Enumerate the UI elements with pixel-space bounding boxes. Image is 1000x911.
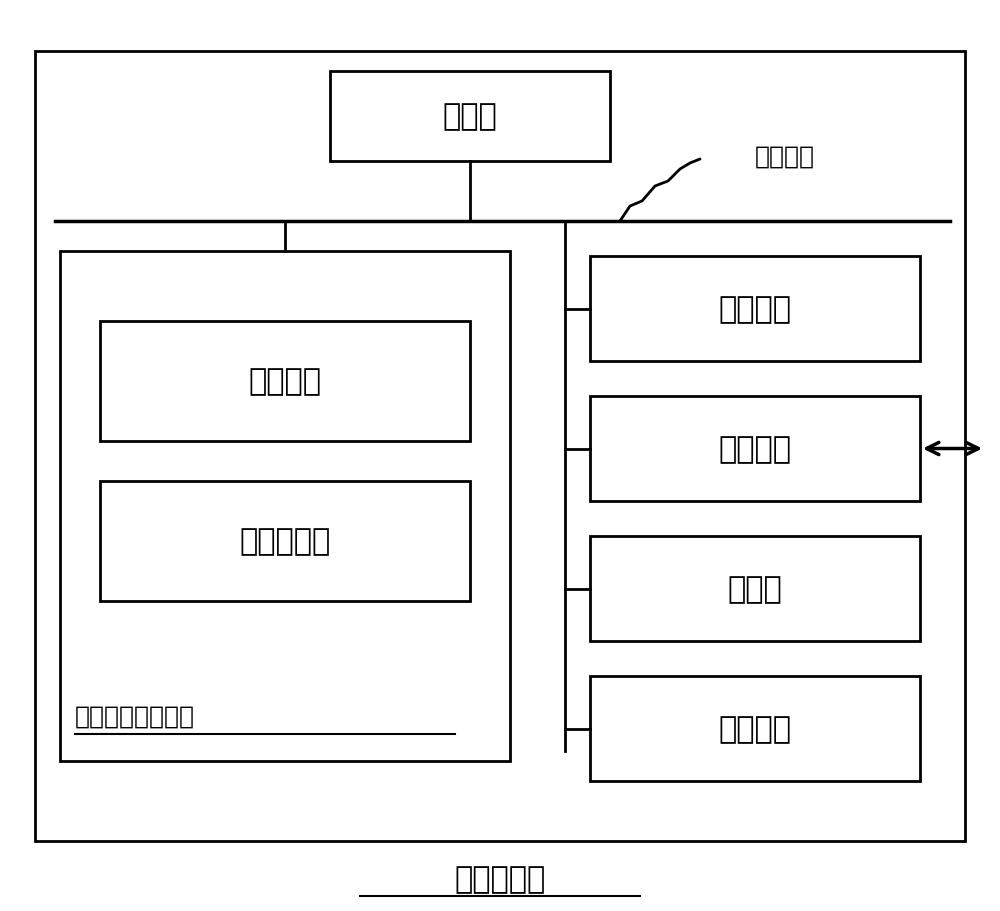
Text: 输入装置: 输入装置	[719, 714, 792, 743]
FancyBboxPatch shape	[590, 396, 920, 501]
Text: 系统总线: 系统总线	[755, 145, 815, 169]
Text: 内存储器: 内存储器	[719, 294, 792, 323]
Text: 计算机设备: 计算机设备	[454, 865, 546, 894]
Text: 处理器: 处理器	[443, 102, 497, 131]
FancyBboxPatch shape	[60, 251, 510, 762]
Text: 计算机程序: 计算机程序	[239, 527, 331, 556]
FancyBboxPatch shape	[590, 676, 920, 781]
Text: 操作系统: 操作系统	[248, 367, 322, 396]
FancyBboxPatch shape	[100, 482, 470, 601]
FancyBboxPatch shape	[100, 322, 470, 442]
FancyBboxPatch shape	[590, 537, 920, 641]
Text: 网络接口: 网络接口	[719, 435, 792, 464]
Text: 非易失性存储介质: 非易失性存储介质	[75, 704, 195, 728]
Text: 显示屏: 显示屏	[728, 574, 782, 603]
FancyBboxPatch shape	[330, 72, 610, 162]
FancyBboxPatch shape	[590, 257, 920, 362]
FancyBboxPatch shape	[35, 52, 965, 841]
